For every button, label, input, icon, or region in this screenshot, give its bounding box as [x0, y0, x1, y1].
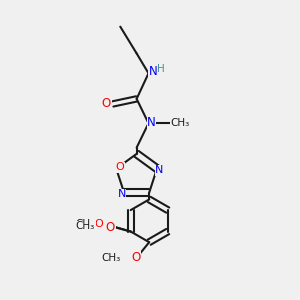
Text: O: O	[116, 162, 124, 172]
Text: O: O	[131, 251, 140, 265]
Text: N: N	[148, 65, 157, 78]
Text: CH₃: CH₃	[101, 253, 120, 263]
Text: O: O	[106, 220, 115, 234]
Text: O: O	[102, 97, 111, 110]
Text: O: O	[94, 219, 103, 229]
Text: N: N	[155, 165, 164, 175]
Text: N: N	[147, 116, 156, 129]
Text: CH₃: CH₃	[76, 219, 95, 229]
Text: N: N	[118, 189, 126, 199]
Text: H: H	[157, 64, 165, 74]
Text: CH₃: CH₃	[171, 118, 190, 128]
Text: CH₃: CH₃	[76, 221, 95, 232]
